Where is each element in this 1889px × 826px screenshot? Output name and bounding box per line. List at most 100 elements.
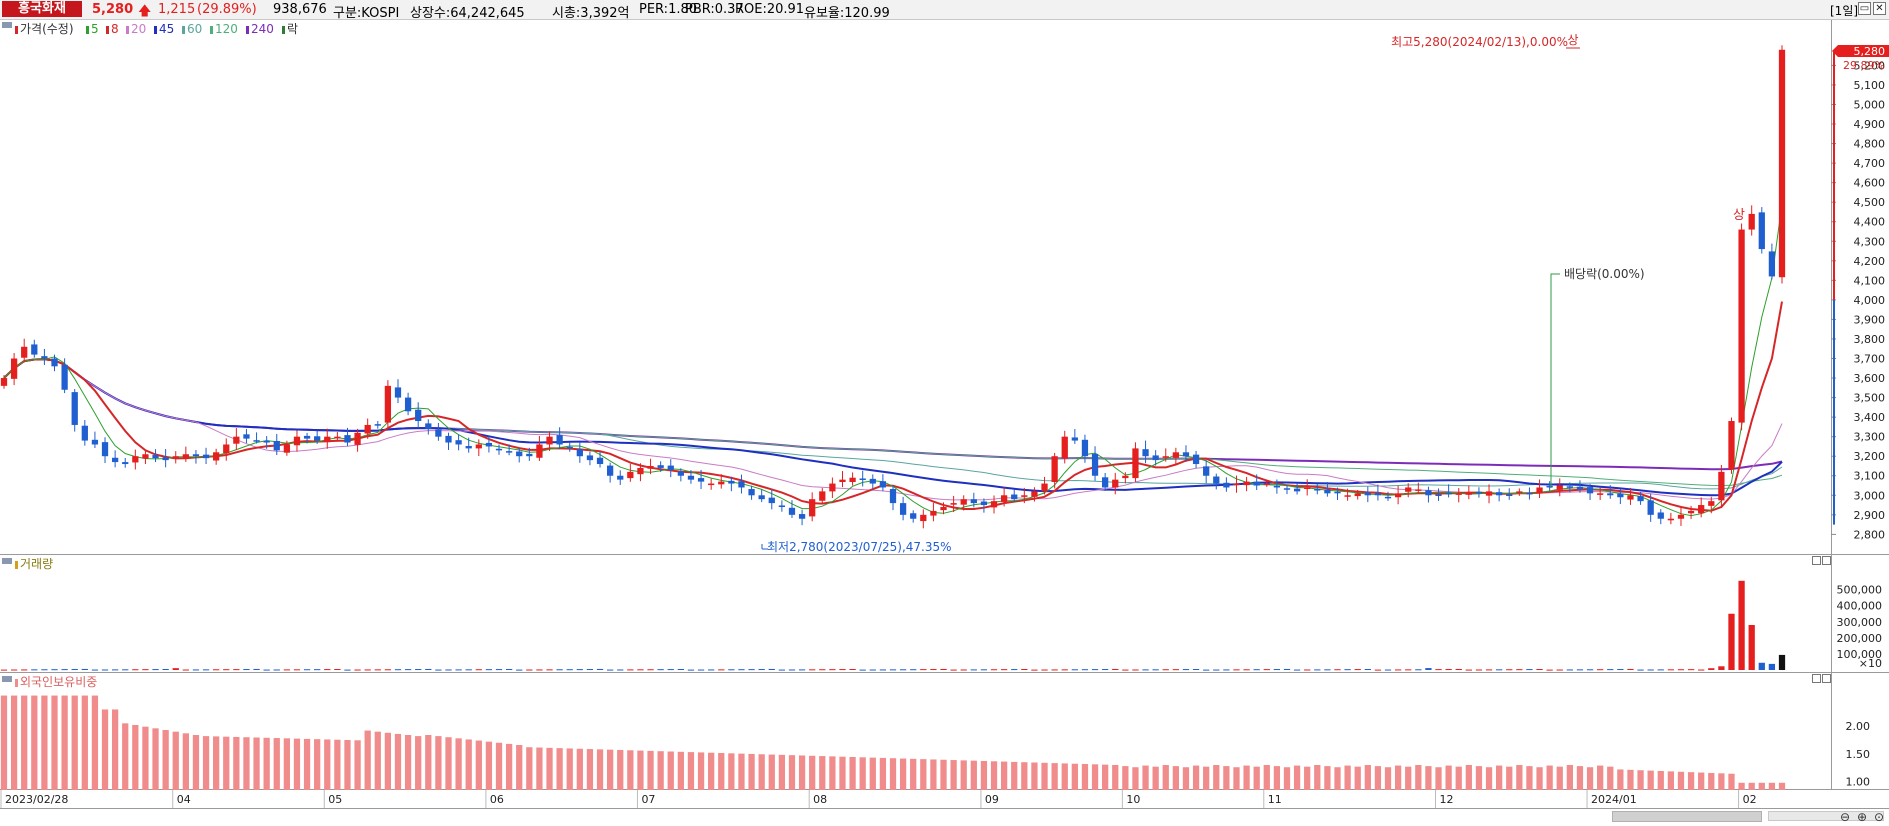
foreign-bar: [101, 709, 109, 790]
foreign-bar: [839, 756, 846, 790]
stock-name[interactable]: 흥국화재: [2, 1, 82, 17]
foreign-bar: [1698, 772, 1705, 790]
panel-menu-icon[interactable]: [2, 676, 12, 682]
volume-bar: [1576, 669, 1584, 671]
volume-bar: [596, 668, 604, 670]
foreign-bar: [1011, 761, 1018, 790]
candle-body: [1263, 483, 1270, 486]
candle-body: [708, 483, 715, 486]
foreign-bar: [1516, 765, 1523, 790]
candle-body: [970, 499, 977, 504]
foreign-bar: [1425, 766, 1432, 790]
volume-bar: [1263, 669, 1270, 671]
foreign-bar: [758, 754, 765, 790]
volume-bar: [829, 669, 836, 671]
candle-body: [1475, 491, 1483, 494]
candle-body: [293, 436, 301, 446]
foreign-bar: [1556, 766, 1563, 790]
volume: 938,676: [273, 2, 327, 17]
volume-bar: [889, 669, 897, 671]
volume-bar: [1405, 669, 1412, 671]
volume-bar: [41, 669, 48, 671]
foreign-bar: [677, 751, 684, 790]
volume-bar: [718, 669, 725, 671]
volume-bar: [738, 669, 745, 671]
volume-bar: [778, 669, 786, 671]
price-tick-label: 5,200: [1854, 59, 1886, 72]
ma-legend-swatch: [126, 26, 129, 34]
volume-bar: [1000, 669, 1008, 671]
foreign-bar: [505, 743, 513, 790]
foreign-bar: [849, 757, 856, 790]
candle-body: [31, 344, 38, 355]
foreign-bar: [586, 749, 594, 790]
zoom-in-icon[interactable]: ⊕: [1856, 810, 1868, 824]
foreign-bar: [718, 753, 725, 790]
price-tick-label: 3,100: [1854, 470, 1886, 483]
candle-body: [1304, 487, 1311, 490]
volume-bar: [768, 668, 775, 670]
candle-body: [1637, 496, 1644, 502]
volume-bar: [1485, 669, 1493, 671]
foreign-bar: [273, 738, 280, 790]
volume-bar: [839, 669, 846, 671]
foreign-bar: [303, 738, 311, 790]
foreign-bar: [334, 739, 341, 790]
close-icon[interactable]: ✕: [1873, 2, 1886, 15]
volume-unit: ×10: [1859, 657, 1882, 670]
foreign-bar: [708, 752, 715, 790]
reserve-ratio: 유보율:120.99: [804, 6, 890, 21]
period-button[interactable]: [1일]: [1830, 4, 1859, 18]
candle-body: [1394, 493, 1402, 498]
zoom-reset-icon[interactable]: ⊙: [1873, 810, 1885, 824]
volume-bar: [1293, 669, 1301, 671]
volume-bar: [1122, 669, 1129, 671]
candle-body: [1364, 492, 1371, 496]
volume-bar: [526, 669, 533, 671]
volume-bar: [1314, 669, 1321, 671]
zoom-out-icon[interactable]: ⊖: [1839, 810, 1851, 824]
candle-body: [778, 505, 786, 508]
volume-bar: [617, 669, 624, 671]
volume-bar: [1273, 669, 1281, 671]
panel-menu-icon[interactable]: [2, 558, 12, 564]
candle-body: [1374, 492, 1382, 496]
candle-body: [1192, 454, 1200, 465]
volume-bar: [788, 669, 796, 671]
foreign-bar: [778, 754, 786, 790]
restore-icon[interactable]: ▭: [1858, 2, 1871, 15]
candle-body: [748, 489, 755, 496]
foreign-bar: [1213, 765, 1220, 790]
candle-body: [910, 513, 917, 519]
foreign-bar: [607, 749, 614, 790]
foreign-bar: [980, 760, 988, 790]
candle-body: [637, 467, 644, 475]
candle-body: [455, 440, 462, 445]
volume-bar: [1394, 669, 1402, 671]
foreign-bar: [1718, 773, 1725, 790]
volume-bar: [172, 668, 179, 670]
volume-bar: [213, 669, 220, 671]
volume-bar: [1586, 669, 1594, 671]
ma-legend-swatch: [182, 26, 185, 34]
panel-menu-icon[interactable]: [2, 22, 12, 28]
foreign-tick-label: 1.00: [1846, 776, 1871, 789]
volume-bar: [910, 669, 917, 671]
candle-body: [243, 434, 250, 439]
scrollbar-thumb[interactable]: [1612, 811, 1762, 822]
volume-bar: [607, 669, 614, 671]
volume-bar: [303, 669, 311, 671]
volume-bar: [1627, 668, 1634, 670]
candle-body: [1253, 481, 1260, 486]
volume-bar: [1607, 669, 1614, 671]
panel-window-icons[interactable]: [1812, 556, 1831, 683]
foreign-bar: [91, 695, 99, 790]
foreign-bar: [1536, 767, 1543, 790]
candle-body: [374, 424, 381, 426]
candle-body: [940, 507, 947, 511]
volume-bar: [1546, 669, 1553, 671]
volume-bar: [728, 669, 735, 671]
volume-bar: [677, 668, 684, 670]
scrollbar-track[interactable]: [1768, 811, 1884, 821]
foreign-bar: [1112, 765, 1119, 790]
